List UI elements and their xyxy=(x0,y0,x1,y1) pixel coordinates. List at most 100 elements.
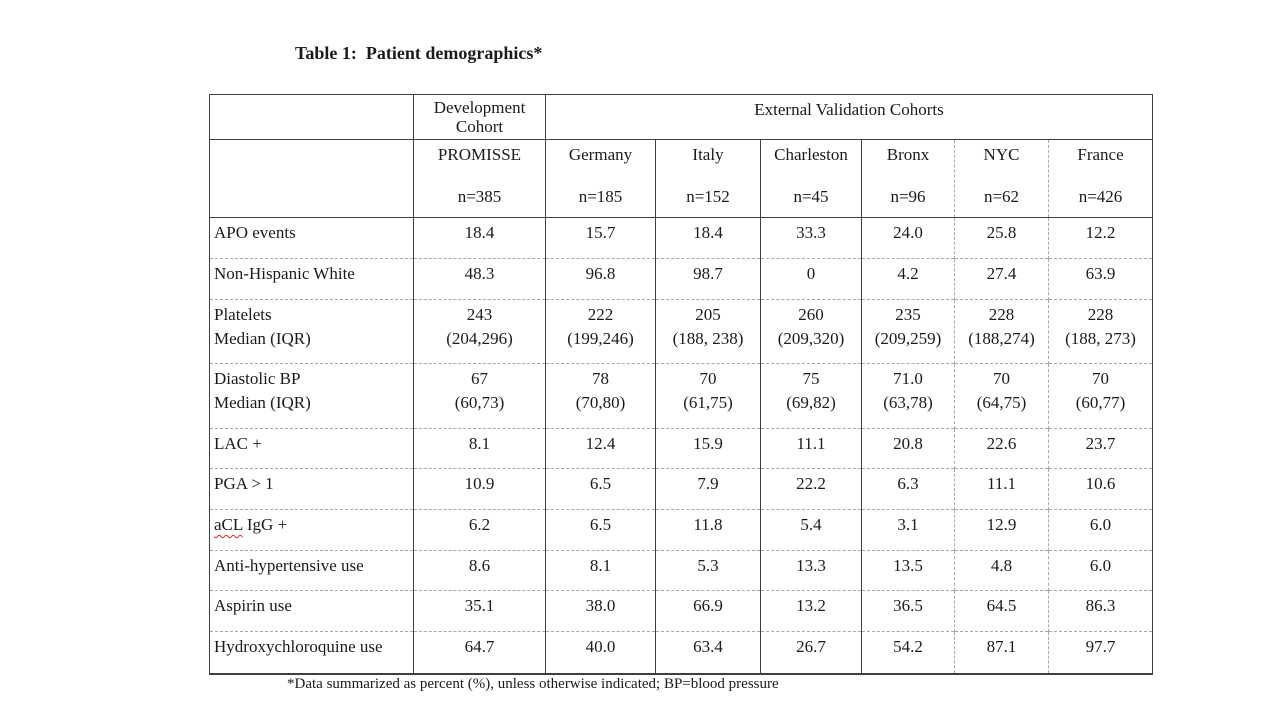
data-cell: 25.8 xyxy=(954,217,1049,259)
data-cell: 11.1 xyxy=(954,468,1049,510)
data-cell: 22.2 xyxy=(760,468,862,510)
data-cell: 18.4 xyxy=(413,217,546,259)
row-label: Anti-hypertensive use xyxy=(209,550,414,591)
cell-value: 8.1 xyxy=(468,434,491,453)
data-cell: 5.3 xyxy=(655,550,761,591)
data-cell: 4.2 xyxy=(861,258,955,300)
cell-value: 6.5 xyxy=(589,515,612,534)
row-label: Hydroxychloroquine use xyxy=(209,631,414,674)
data-cell: 260 (209,320) xyxy=(760,299,862,364)
cell-value: 20.8 xyxy=(893,434,923,453)
cell-value: 205 xyxy=(695,305,721,324)
row-label-line2: Median (IQR) xyxy=(214,329,311,348)
row-label: Diastolic BP Median (IQR) xyxy=(209,363,414,429)
cell-value: 12.4 xyxy=(585,434,616,453)
data-cell: 20.8 xyxy=(861,428,955,469)
data-cell: 71.0 (63,78) xyxy=(861,363,955,429)
data-cell: 10.6 xyxy=(1048,468,1153,510)
cohort-name: Germany xyxy=(568,145,633,164)
cell-value-line2: (70,80) xyxy=(575,393,626,412)
data-cell: 6.3 xyxy=(861,468,955,510)
table-row: LAC + 8.1 12.4 15.9 11.1 20.8 22.6 23.7 xyxy=(209,428,1153,469)
cell-value: 8.1 xyxy=(589,556,612,575)
data-cell: 6.5 xyxy=(545,468,656,510)
cell-value: 6.2 xyxy=(468,515,491,534)
cohort-n: n=45 xyxy=(793,187,829,206)
data-cell: 97.7 xyxy=(1048,631,1153,674)
data-cell: 4.8 xyxy=(954,550,1049,591)
cell-value: 4.8 xyxy=(990,556,1013,575)
row-label-text: Platelets xyxy=(214,305,272,324)
table-row: APO events 18.4 15.7 18.4 33.3 24.0 25.8 12.2 xyxy=(209,217,1153,259)
data-cell: 5.4 xyxy=(760,509,862,551)
data-cell: 10.9 xyxy=(413,468,546,510)
cohort-name: France xyxy=(1077,145,1124,164)
data-cell: 33.3 xyxy=(760,217,862,259)
data-cell: 12.2 xyxy=(1048,217,1153,259)
cell-value-line2: (63,78) xyxy=(883,393,933,412)
cell-value: 54.2 xyxy=(893,637,923,656)
row-label: aCL IgG + xyxy=(209,509,414,551)
data-cell: 24.0 xyxy=(861,217,955,259)
cohort-name: PROMISSE xyxy=(437,145,522,164)
cell-value-line2: (60,73) xyxy=(454,393,505,412)
cell-value: 228 xyxy=(1087,305,1114,324)
cohort-header-germany: Germany n=185 xyxy=(545,139,656,218)
data-cell: 11.1 xyxy=(760,428,862,469)
cell-value: 12.9 xyxy=(986,515,1017,534)
external-validation-header: External Validation Cohorts xyxy=(545,94,1153,140)
cell-value: 70 xyxy=(1092,369,1110,388)
table-body: APO events 18.4 15.7 18.4 33.3 24.0 25.8 12.2 No… xyxy=(209,217,1153,674)
cell-value: 64.7 xyxy=(464,637,495,656)
development-cohort-line1: Development xyxy=(433,98,526,117)
cell-value: 36.5 xyxy=(893,596,923,615)
data-cell: 48.3 xyxy=(413,258,546,300)
cell-value: 6.0 xyxy=(1089,515,1112,534)
row-label-text: APO events xyxy=(214,223,296,242)
cell-value: 235 xyxy=(895,305,921,324)
data-cell: 7.9 xyxy=(655,468,761,510)
data-cell: 35.1 xyxy=(413,590,546,632)
cell-value: 15.9 xyxy=(693,434,723,453)
cohort-header-france: France n=426 xyxy=(1049,140,1153,218)
misspelled-text: aCL xyxy=(214,515,243,534)
data-cell: 11.8 xyxy=(655,509,761,551)
row-label-text: Non-Hispanic White xyxy=(214,264,355,283)
data-cell: 23.7 xyxy=(1048,428,1153,469)
development-cohort-line2: Cohort xyxy=(455,117,504,136)
cell-value-line2: (204,296) xyxy=(446,329,513,348)
cell-value-line2: (69,82) xyxy=(786,393,836,412)
cell-value: 5.4 xyxy=(800,515,822,534)
data-cell: 13.5 xyxy=(861,550,955,591)
data-cell: 12.9 xyxy=(954,509,1049,551)
cell-value-line2: (60,77) xyxy=(1075,393,1126,412)
cell-value: 78 xyxy=(592,369,609,388)
table-footnote: *Data summarized as percent (%), unless … xyxy=(287,676,779,692)
data-cell: 63.4 xyxy=(655,631,761,674)
row-label-text: Hydroxychloroquine use xyxy=(214,637,383,656)
data-cell: 98.7 xyxy=(655,258,761,300)
cell-value: 48.3 xyxy=(464,264,495,283)
cell-value: 3.1 xyxy=(897,515,919,534)
cohort-n: n=62 xyxy=(983,187,1020,206)
table-row: Anti-hypertensive use 8.6 8.1 5.3 13.3 13.5 4.… xyxy=(209,550,1153,591)
cell-value: 8.6 xyxy=(468,556,491,575)
cell-value: 7.9 xyxy=(697,474,719,493)
data-cell: 13.3 xyxy=(760,550,862,591)
cell-value: 13.3 xyxy=(796,556,826,575)
row-label-line2: Median (IQR) xyxy=(214,393,311,412)
cell-value-line2: (209,320) xyxy=(777,329,845,348)
cell-value: 228 xyxy=(988,305,1015,324)
cell-value: 6.3 xyxy=(897,474,919,493)
header-row-cohorts: PROMISSE n=385 Germany n=185 Italy n=152… xyxy=(209,139,1153,218)
data-cell: 70 (64,75) xyxy=(954,363,1049,429)
table-title: Table 1: Patient demographics* xyxy=(295,43,543,63)
cohort-n: n=185 xyxy=(578,187,623,206)
cell-value: 63.9 xyxy=(1085,264,1116,283)
row-label-text: Diastolic BP xyxy=(214,369,301,388)
cell-value: 260 xyxy=(798,305,824,324)
cohort-n: n=96 xyxy=(890,187,926,206)
cell-value: 11.8 xyxy=(693,515,723,534)
cohort-name: Bronx xyxy=(886,145,930,164)
